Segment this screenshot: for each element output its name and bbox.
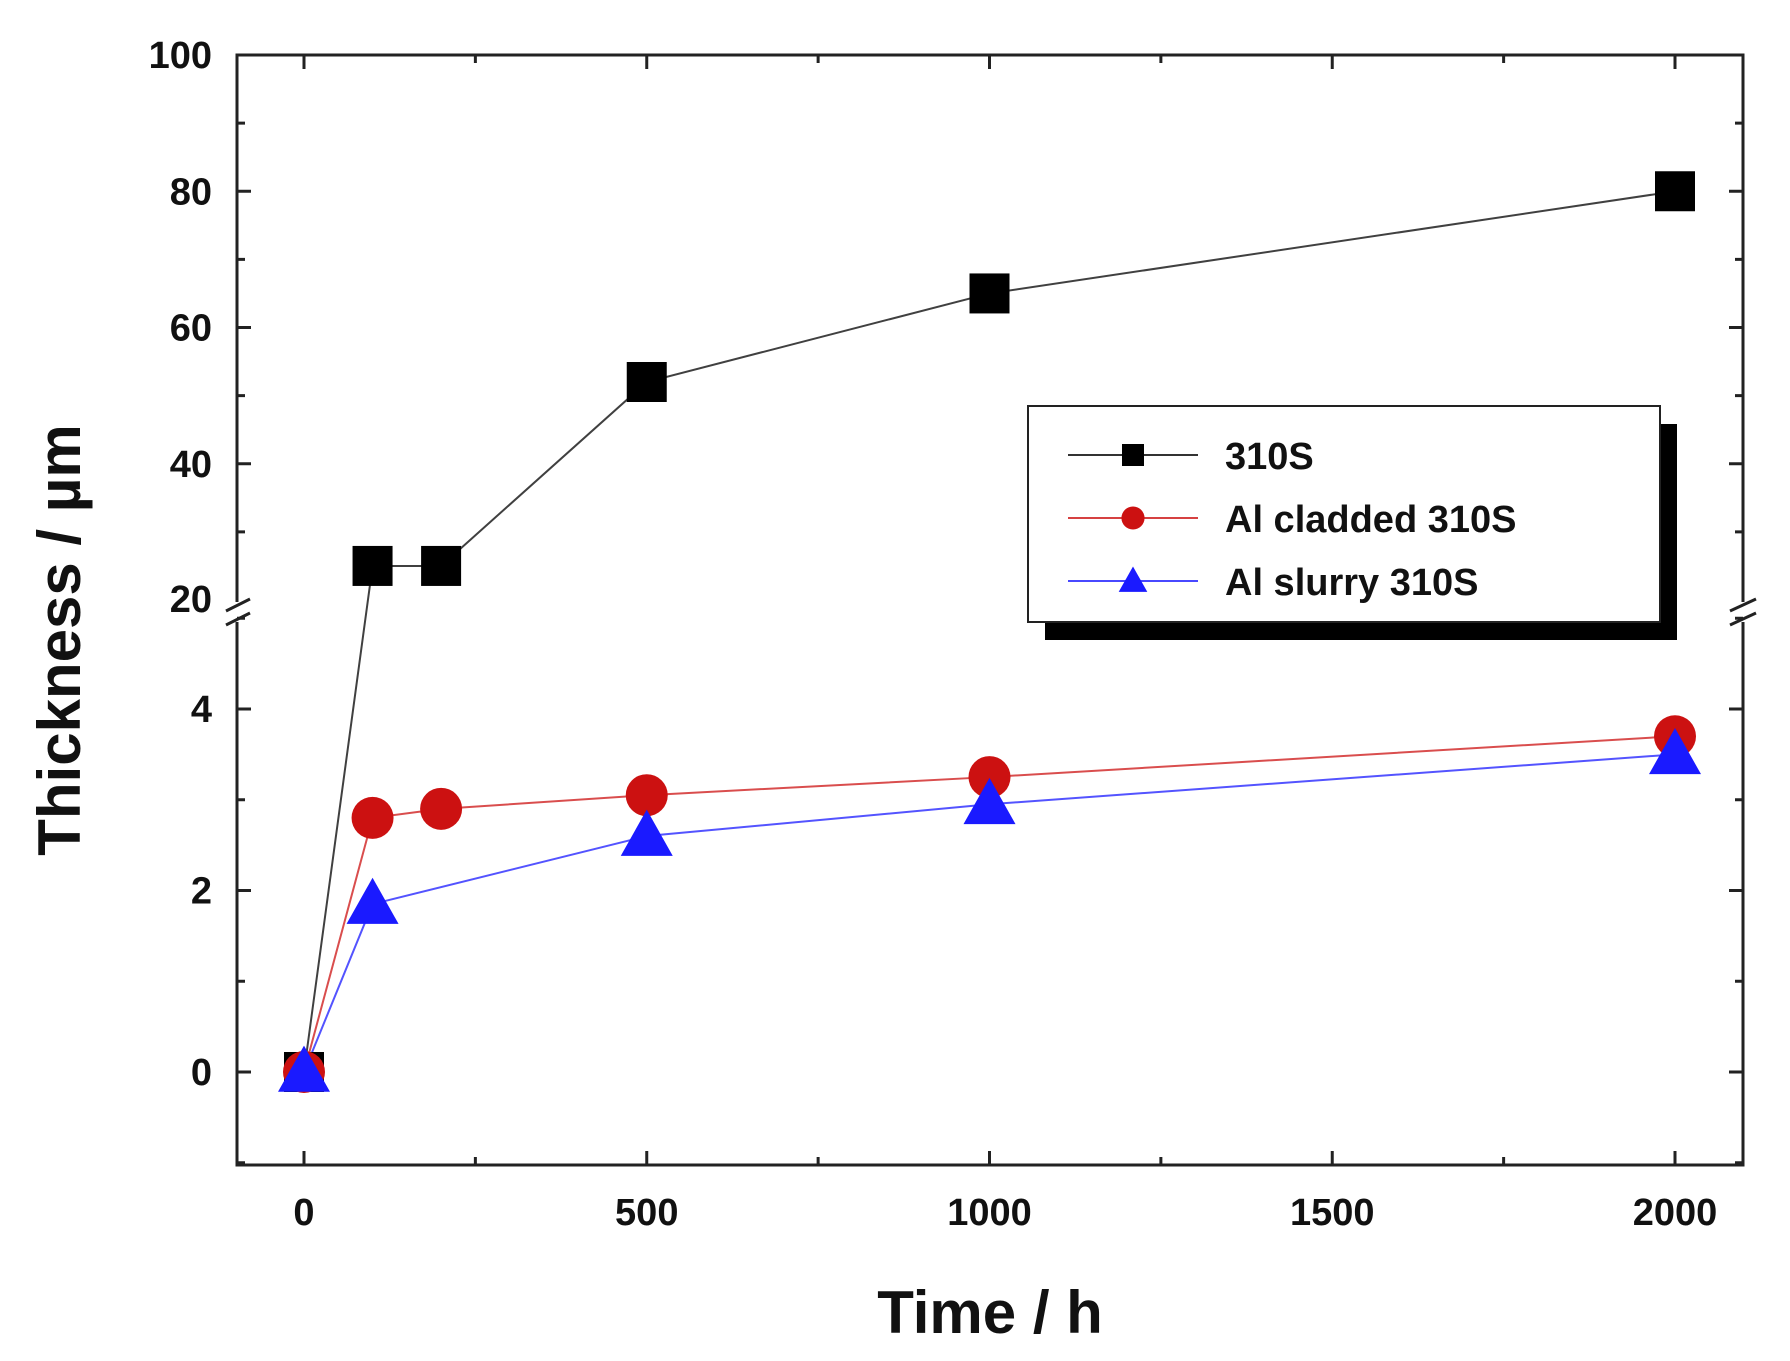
legend-label: 310S xyxy=(1225,436,1314,478)
data-point-triangle xyxy=(346,877,399,924)
x-tick-label: 0 xyxy=(293,1192,314,1234)
y-tick-label: 100 xyxy=(149,35,212,77)
y-tick-label: 80 xyxy=(170,171,212,213)
legend-marker-circle xyxy=(1121,506,1145,530)
y-tick-label: 40 xyxy=(170,444,212,486)
legend: 310S Al cladded 310S Al slurry 310S xyxy=(1027,405,1677,640)
data-point-square xyxy=(352,545,393,586)
legend-label: Al slurry 310S xyxy=(1225,562,1478,604)
series-line-1 xyxy=(303,735,1676,1073)
data-point-circle xyxy=(968,756,1011,799)
data-point-circle xyxy=(420,787,463,830)
data-point-square xyxy=(421,545,462,586)
y-tick-label: 4 xyxy=(191,689,212,731)
x-tick-label: 1500 xyxy=(1290,1192,1375,1234)
series-line-0 xyxy=(303,190,1676,1073)
y-axis-title: Thickness / µm xyxy=(26,424,93,855)
data-point-triangle xyxy=(1649,727,1701,775)
y-tick-label: 20 xyxy=(170,579,212,621)
x-tick-label: 2000 xyxy=(1633,1192,1718,1234)
data-point-triangle xyxy=(620,809,673,856)
legend-marker-triangle xyxy=(1118,566,1148,592)
data-point-triangle xyxy=(963,777,1016,825)
y-tick-label: 2 xyxy=(191,871,212,913)
y-tick-label: 60 xyxy=(170,308,212,350)
axis-tick-labels: 0 500 1000 1500 2000 0 2 4 20 40 60 80 100 xyxy=(149,35,1718,1234)
data-point-square xyxy=(1655,171,1695,212)
series-markers xyxy=(278,171,1701,1093)
y-tick-label: 0 xyxy=(191,1052,212,1094)
legend-label: Al cladded 310S xyxy=(1225,499,1516,541)
axis-ticks xyxy=(237,53,1743,1165)
legend-marker-square xyxy=(1122,444,1144,466)
data-point-circle xyxy=(625,774,668,817)
x-tick-label: 1000 xyxy=(947,1192,1032,1234)
data-point-triangle xyxy=(278,1045,330,1092)
x-axis-title: Time / h xyxy=(877,1279,1103,1346)
x-tick-label: 500 xyxy=(615,1192,678,1234)
data-point-square xyxy=(969,273,1010,314)
data-point-circle xyxy=(351,796,394,839)
data-point-square xyxy=(626,362,667,402)
